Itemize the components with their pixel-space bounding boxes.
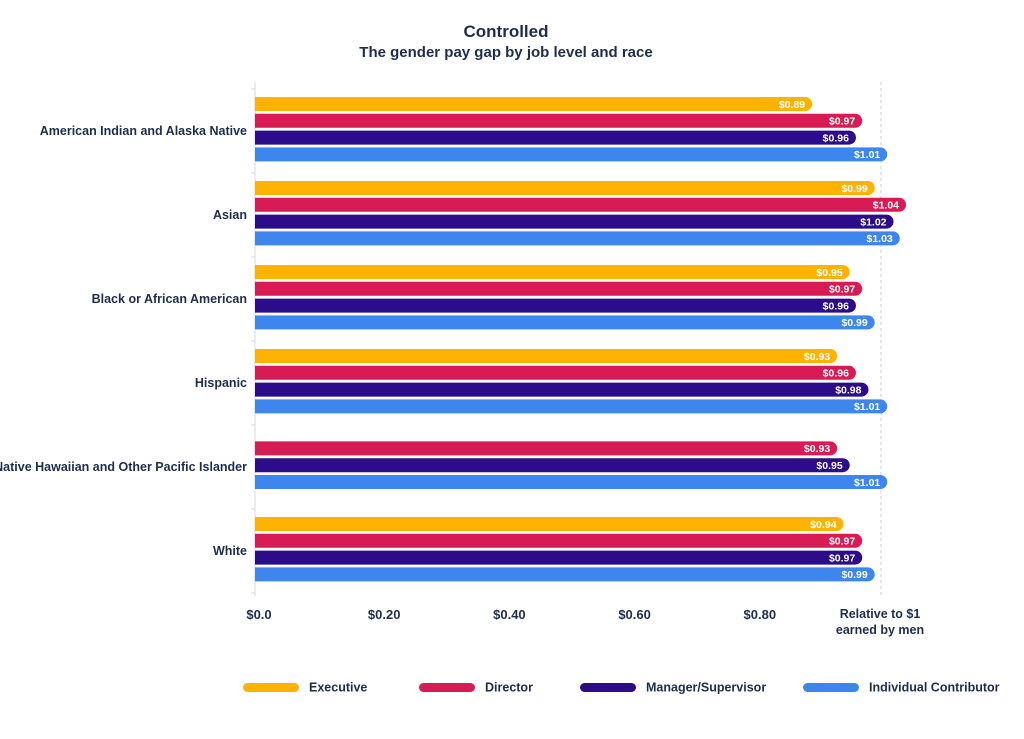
value-label-white-executive: $0.94 xyxy=(810,519,836,531)
bar-hispanic-executive xyxy=(255,349,838,363)
legend-label-manager-supervisor: Manager/Supervisor xyxy=(646,681,766,695)
bar-white-manager-supervisor xyxy=(255,550,863,565)
value-label-hispanic-director: $0.96 xyxy=(823,368,849,380)
x-tick-label: $0.60 xyxy=(618,607,651,622)
value-label-hispanic-executive: $0.93 xyxy=(804,351,830,363)
x-axis-ticks: $0.0 $0.20 $0.40 $0.60 $0.80 xyxy=(246,607,776,622)
bar-american-indian-and-alaska-native-manager-supervisor xyxy=(255,130,856,145)
y-axis xyxy=(251,82,256,596)
bar-black-or-african-american-executive xyxy=(255,265,850,279)
bar-hispanic-individual-contributor xyxy=(255,399,888,414)
category-label-hispanic: Hispanic xyxy=(195,376,247,390)
value-label-asian-executive: $0.99 xyxy=(841,183,867,195)
value-label-black-or-african-american-executive: $0.95 xyxy=(816,267,842,279)
bar-asian-manager-supervisor xyxy=(255,214,894,229)
bar-white-executive xyxy=(255,517,844,531)
legend-swatch-individual-contributor xyxy=(803,683,859,692)
legend-label-individual-contributor: Individual Contributor xyxy=(869,681,1000,695)
legend-swatch-manager-supervisor xyxy=(580,683,636,692)
category-label-white: White xyxy=(213,544,247,558)
x-tick-label: $0.0 xyxy=(246,607,271,622)
value-label-black-or-african-american-individual-contributor: $0.99 xyxy=(841,317,867,329)
value-label-american-indian-and-alaska-native-director: $0.97 xyxy=(829,116,855,128)
value-label-american-indian-and-alaska-native-executive: $0.89 xyxy=(779,99,805,111)
chart-title: Controlled xyxy=(464,22,549,41)
bar-asian-executive xyxy=(255,181,875,195)
x-tick-label: $0.20 xyxy=(368,607,401,622)
bar-black-or-african-american-manager-supervisor xyxy=(255,298,856,313)
value-label-white-manager-supervisor: $0.97 xyxy=(829,552,855,564)
value-label-native-hawaiian-and-other-pacific-islander-director: $0.93 xyxy=(804,443,830,455)
value-label-american-indian-and-alaska-native-individual-contributor: $1.01 xyxy=(854,149,880,161)
legend-swatch-executive xyxy=(243,683,299,692)
value-label-asian-manager-supervisor: $1.02 xyxy=(860,216,886,228)
bar-black-or-african-american-director xyxy=(255,281,863,296)
category-labels: American Indian and Alaska Native Asian Bl… xyxy=(0,124,247,558)
x-axis-note-line2: earned by men xyxy=(836,623,924,637)
value-label-hispanic-manager-supervisor: $0.98 xyxy=(835,384,861,396)
value-label-native-hawaiian-and-other-pacific-islander-individual-contributor: $1.01 xyxy=(854,477,880,489)
bars: $0.89 $0.97 $0.96 $1.01 $0.99 $1.04 $1.02 $1.03… xyxy=(255,97,907,582)
value-label-asian-director: $1.04 xyxy=(873,200,899,212)
value-label-hispanic-individual-contributor: $1.01 xyxy=(854,401,880,413)
legend: Executive Director Manager/Supervisor Indiv… xyxy=(243,681,1000,695)
legend-label-director: Director xyxy=(485,681,533,695)
bar-native-hawaiian-and-other-pacific-islander-manager-supervisor xyxy=(255,458,850,473)
x-tick-label: $0.40 xyxy=(493,607,526,622)
category-label-asian: Asian xyxy=(213,208,247,222)
value-label-white-director: $0.97 xyxy=(829,536,855,548)
bar-hispanic-manager-supervisor xyxy=(255,382,869,397)
value-label-american-indian-and-alaska-native-manager-supervisor: $0.96 xyxy=(823,132,849,144)
value-label-white-individual-contributor: $0.99 xyxy=(841,569,867,581)
legend-swatch-director xyxy=(419,683,475,692)
category-label-american-indian-and-alaska-native: American Indian and Alaska Native xyxy=(40,124,247,138)
bar-american-indian-and-alaska-native-director xyxy=(255,113,863,128)
category-label-native-hawaiian-and-other-pacific-islander: Native Hawaiian and Other Pacific Island… xyxy=(0,460,247,474)
bar-hispanic-director xyxy=(255,365,856,380)
bar-white-individual-contributor xyxy=(255,567,875,582)
bar-black-or-african-american-individual-contributor xyxy=(255,315,875,330)
value-label-black-or-african-american-director: $0.97 xyxy=(829,284,855,296)
bar-american-indian-and-alaska-native-executive xyxy=(255,97,813,111)
bar-native-hawaiian-and-other-pacific-islander-director xyxy=(255,441,838,456)
x-tick-label: $0.80 xyxy=(744,607,777,622)
value-label-native-hawaiian-and-other-pacific-islander-manager-supervisor: $0.95 xyxy=(816,460,842,472)
category-label-black-or-african-american: Black or African American xyxy=(92,292,247,306)
legend-label-executive: Executive xyxy=(309,681,367,695)
bar-native-hawaiian-and-other-pacific-islander-individual-contributor xyxy=(255,475,888,489)
bar-asian-individual-contributor xyxy=(255,231,900,246)
value-label-asian-individual-contributor: $1.03 xyxy=(866,233,892,245)
bar-american-indian-and-alaska-native-individual-contributor xyxy=(255,147,888,162)
bar-white-director xyxy=(255,533,863,548)
value-label-black-or-african-american-manager-supervisor: $0.96 xyxy=(823,300,849,312)
chart-subtitle: The gender pay gap by job level and race xyxy=(359,44,652,61)
x-axis-note-line1: Relative to $1 xyxy=(840,607,921,621)
bar-asian-director xyxy=(255,197,907,212)
